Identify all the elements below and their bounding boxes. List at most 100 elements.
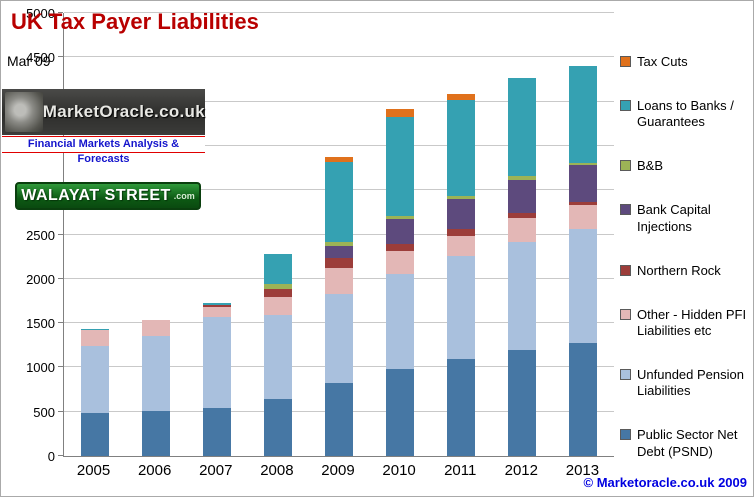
legend-swatch-icon bbox=[620, 369, 631, 381]
stacked-bar-2008 bbox=[263, 254, 292, 456]
stacked-bar-2013 bbox=[569, 66, 598, 456]
y-axis-tick-label: 1500 bbox=[26, 316, 55, 332]
legend-label: Public Sector Net Debt (PSND) bbox=[637, 427, 738, 459]
y-axis-tick-label: 4500 bbox=[26, 50, 55, 66]
y-axis-tick-label: 5000 bbox=[26, 6, 55, 21]
stacked-bar-2009 bbox=[325, 157, 353, 456]
bar-segment bbox=[386, 215, 415, 219]
x-axis-tick-label: 2007 bbox=[199, 462, 233, 479]
x-axis-tick-label: 2005 bbox=[76, 462, 111, 479]
bar-segment bbox=[202, 304, 231, 308]
y-axis-tick bbox=[58, 12, 63, 13]
bar-segment bbox=[325, 161, 353, 242]
legend-swatch-icon bbox=[620, 160, 631, 172]
bar-segment bbox=[508, 217, 537, 242]
bar-segment bbox=[447, 255, 476, 360]
x-axis-tick-label: 2012 bbox=[504, 462, 538, 479]
bar-segment bbox=[386, 116, 415, 216]
legend-item: Other - Hidden PFI Liabilities etc bbox=[620, 307, 750, 340]
y-axis-tick bbox=[58, 410, 63, 412]
stacked-bar-2007 bbox=[202, 302, 231, 456]
bar-segment bbox=[386, 273, 415, 370]
y-axis-tick-label: 2000 bbox=[26, 271, 55, 287]
legend-label: Tax Cuts bbox=[637, 54, 688, 69]
bar-segment bbox=[80, 413, 109, 456]
bar-segment bbox=[202, 316, 231, 409]
legend-label: Unfunded Pension Liabilities bbox=[637, 367, 744, 399]
walayat-street-suffix: .com bbox=[173, 191, 195, 201]
chart-subtitle: Mar 09 bbox=[7, 53, 51, 69]
legend-item: Loans to Banks / Guarantees bbox=[620, 98, 750, 131]
stacked-bar-2011 bbox=[447, 93, 476, 456]
gridline bbox=[64, 100, 614, 102]
bar-segment bbox=[325, 383, 353, 456]
bar-segment bbox=[508, 241, 537, 350]
y-axis-tick bbox=[58, 455, 63, 456]
legend-label: Loans to Banks / Guarantees bbox=[637, 98, 734, 130]
legend-item: Public Sector Net Debt (PSND) bbox=[620, 427, 750, 460]
legend-label: Northern Rock bbox=[637, 262, 721, 278]
bar-segment bbox=[569, 165, 598, 202]
y-axis-tick-label: 1000 bbox=[26, 360, 55, 376]
bar-segment bbox=[508, 176, 537, 180]
bar-segment bbox=[325, 241, 353, 247]
bar-segment bbox=[141, 320, 170, 336]
gridline bbox=[64, 12, 614, 13]
x-axis-tick-label: 2009 bbox=[321, 462, 355, 479]
bar-segment bbox=[569, 162, 598, 166]
x-axis-tick-label: 2010 bbox=[382, 462, 416, 479]
bar-segment bbox=[263, 315, 292, 400]
legend-swatch-icon bbox=[620, 264, 631, 276]
bar-segment bbox=[325, 268, 353, 294]
bar-segment bbox=[80, 346, 109, 414]
bar-segment bbox=[508, 77, 537, 177]
chart-title: UK Tax Payer Liabilities bbox=[11, 9, 259, 34]
y-axis-tick-label: 0 bbox=[47, 449, 55, 464]
stacked-bar-2012 bbox=[508, 77, 537, 456]
bar-segment bbox=[447, 359, 476, 456]
bar-segment bbox=[386, 244, 415, 252]
bar-segment bbox=[386, 108, 415, 117]
marketoracle-tagline: Financial Markets Analysis & Forecasts bbox=[2, 136, 205, 165]
bar-segment bbox=[447, 236, 476, 256]
bar-segment bbox=[508, 179, 537, 214]
bar-segment bbox=[263, 254, 292, 285]
bar-segment bbox=[569, 201, 598, 206]
legend-label: Bank Capital Injections bbox=[637, 202, 711, 234]
y-axis-tick bbox=[58, 56, 63, 58]
bar-segment bbox=[202, 408, 231, 456]
x-axis-tick-label: 2008 bbox=[260, 462, 294, 479]
gridline bbox=[64, 144, 614, 146]
bar-segment bbox=[263, 297, 292, 316]
legend-swatch-icon bbox=[620, 308, 631, 320]
bar-segment bbox=[386, 218, 415, 245]
x-axis-tick-label: 2006 bbox=[137, 462, 172, 479]
marketoracle-logo: MarketOracle.co.uk bbox=[2, 89, 205, 135]
bar-segment bbox=[141, 335, 170, 411]
x-axis-tick-label: 2013 bbox=[565, 462, 600, 479]
y-axis-tick bbox=[58, 233, 63, 235]
legend-item: Bank Capital Injections bbox=[620, 202, 750, 235]
bar-segment bbox=[202, 302, 231, 305]
chart-legend: Tax Cuts Loans to Banks / Guarantees B&B Ba… bbox=[620, 54, 750, 460]
bar-segment bbox=[263, 288, 292, 298]
stacked-bar-2010 bbox=[386, 108, 415, 456]
bar-segment bbox=[447, 93, 476, 100]
legend-swatch-icon bbox=[620, 56, 631, 67]
bar-segment bbox=[202, 307, 231, 317]
bar-segment bbox=[569, 205, 598, 230]
bar-segment bbox=[141, 410, 170, 456]
y-axis-tick-label: 500 bbox=[33, 404, 55, 420]
bar-segment bbox=[569, 343, 598, 456]
bar-segment bbox=[447, 199, 476, 230]
bar-segment bbox=[569, 66, 598, 163]
bar-segment bbox=[263, 399, 292, 456]
stacked-bar-2005 bbox=[80, 329, 109, 456]
x-axis-tick-label: 2011 bbox=[444, 462, 477, 479]
legend-item: Tax Cuts bbox=[620, 54, 750, 70]
legend-swatch-icon bbox=[620, 204, 631, 216]
marketoracle-logo-image bbox=[5, 92, 43, 132]
bar-segment bbox=[325, 246, 353, 259]
legend-swatch-icon bbox=[620, 429, 631, 441]
bar-segment bbox=[447, 229, 476, 237]
